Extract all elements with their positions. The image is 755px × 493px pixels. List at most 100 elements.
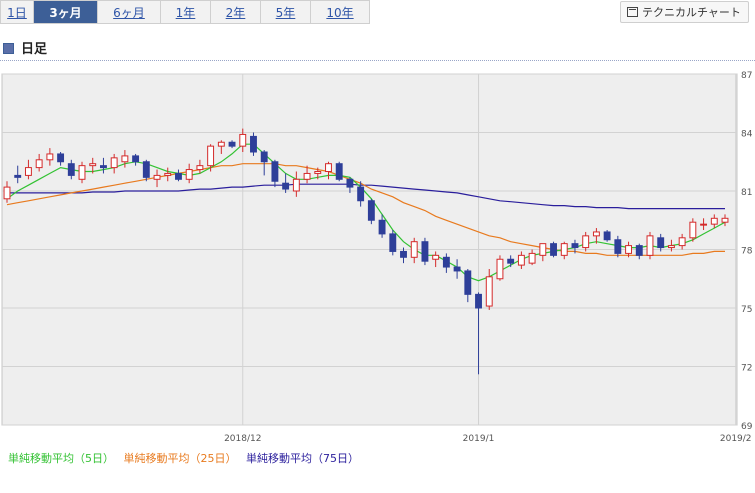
candle-body <box>442 256 450 268</box>
y-tick-label: 78 <box>741 247 753 257</box>
candle-body <box>100 165 107 169</box>
candle-body <box>400 250 407 258</box>
candle-body <box>378 219 386 235</box>
candle-body <box>228 141 236 147</box>
tab-5year[interactable]: 5年 <box>261 0 311 24</box>
candle-body <box>550 243 557 256</box>
candle-body <box>175 172 182 180</box>
candle-body <box>292 178 300 192</box>
candle-body <box>164 172 172 176</box>
candle-body <box>260 151 268 163</box>
candle-body <box>485 276 493 307</box>
section-title: 日足 <box>21 42 48 57</box>
square-bullet-icon <box>3 43 14 54</box>
candle-body <box>496 258 504 280</box>
y-tick-label: 69 <box>741 422 753 432</box>
series-line <box>6 163 725 256</box>
candle-body <box>3 186 11 200</box>
candle-body <box>346 178 354 188</box>
candle-body <box>657 237 665 249</box>
x-tick-label: 2019/2 <box>720 434 752 444</box>
y-tick-label: 84 <box>741 130 753 140</box>
x-tick-label: 2018/12 <box>224 434 261 444</box>
candle-body <box>110 157 118 169</box>
window-icon <box>627 7 638 17</box>
candle-body <box>67 163 75 176</box>
candle-body <box>357 186 365 202</box>
candle-body <box>689 221 697 239</box>
candle-body <box>700 223 708 226</box>
candle-body <box>250 135 257 153</box>
candle-body <box>475 293 482 309</box>
candle-body <box>142 161 150 178</box>
candle-body <box>410 241 418 258</box>
candle-body <box>603 231 611 241</box>
candle-body <box>282 182 290 190</box>
legend-ma75: 単純移動平均（75日） <box>246 452 359 465</box>
tab-10year[interactable]: 10年 <box>311 0 370 24</box>
candle-body <box>592 231 600 237</box>
candle-body <box>614 239 622 254</box>
technical-chart-label: テクニカルチャート <box>642 6 741 19</box>
candle-body <box>667 245 675 249</box>
series-line <box>7 183 725 210</box>
candle-body <box>625 245 632 254</box>
candle-body <box>325 163 332 172</box>
candle-body <box>196 165 204 171</box>
candle-body <box>582 235 590 249</box>
candle-body <box>453 266 461 272</box>
candle-body <box>517 254 525 266</box>
technical-chart-button[interactable]: テクニカルチャート <box>620 1 749 23</box>
candle-body <box>571 243 579 249</box>
candle-body <box>271 161 279 182</box>
tab-1year[interactable]: 1年 <box>161 0 211 24</box>
tab-1day[interactable]: 1日 <box>0 0 34 24</box>
candle-body <box>121 155 129 163</box>
candle-body <box>635 245 643 256</box>
candle-body <box>710 217 718 225</box>
candle-body <box>421 241 429 262</box>
candle-body <box>239 133 247 147</box>
candle-body <box>35 159 43 169</box>
dotted-divider <box>0 60 755 61</box>
candle-body <box>217 141 225 147</box>
candle-body <box>507 258 515 264</box>
tab-3month[interactable]: 3ヶ月 <box>34 0 98 24</box>
candle-body <box>207 145 215 167</box>
candle-body <box>57 153 65 163</box>
candle-body <box>314 171 322 174</box>
candle-body <box>335 163 343 180</box>
y-tick-label: 72 <box>741 364 752 374</box>
candle-body <box>389 233 397 252</box>
candle-body <box>78 165 86 180</box>
candle-body <box>24 167 32 176</box>
candle-body <box>539 243 547 256</box>
legend-ma25: 単純移動平均（25日） <box>123 452 237 465</box>
candle-body <box>185 169 193 180</box>
series-line <box>6 143 726 282</box>
candle-body <box>89 163 97 167</box>
candle-body <box>678 237 686 247</box>
legend-ma5: 単純移動平均（5日） <box>8 452 114 465</box>
candle-body <box>528 252 536 264</box>
chart-legend: 単純移動平均（5日） 単純移動平均（25日） 単純移動平均（75日） <box>8 450 365 466</box>
candle-body <box>646 235 654 256</box>
candle-body <box>464 270 472 295</box>
tab-2year[interactable]: 2年 <box>211 0 261 24</box>
tab-6month[interactable]: 6ヶ月 <box>98 0 161 24</box>
x-tick-label: 2019/1 <box>463 434 495 444</box>
y-tick-label: 87 <box>741 71 752 81</box>
candle-body <box>303 172 311 180</box>
candle-body <box>560 243 568 256</box>
y-tick-label: 81 <box>741 188 752 198</box>
candle-body <box>153 174 161 180</box>
candlestick-chart: 87 84 81 78 75 72 69 2018/12 2019/1 2019/2 <box>1 71 753 444</box>
candle-body <box>432 254 440 260</box>
candle-body <box>46 153 54 161</box>
candle-body <box>367 200 375 221</box>
candle-body <box>721 217 729 223</box>
y-tick-label: 75 <box>741 305 752 315</box>
section-header: 日足 <box>3 38 48 57</box>
candle-body <box>132 155 140 163</box>
range-tabs: 1日 3ヶ月 6ヶ月 1年 2年 5年 10年 <box>0 0 370 26</box>
